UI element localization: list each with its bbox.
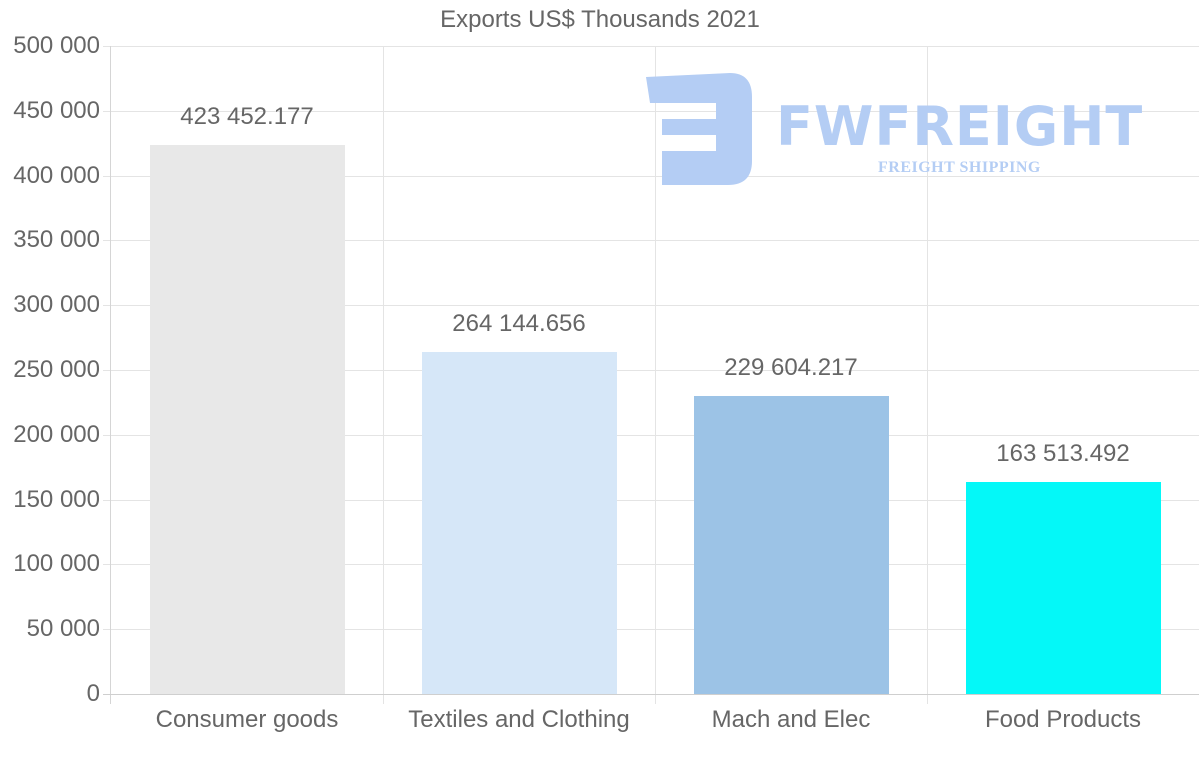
fwfreight-logo-icon: [646, 73, 752, 185]
h-grid-line: [103, 176, 1199, 177]
y-tick-label: 350 000: [13, 226, 100, 253]
v-grid-line: [927, 46, 928, 704]
h-grid-line: [103, 370, 1199, 371]
bar-mach-and-elec[interactable]: [694, 396, 889, 694]
h-grid-line: [103, 305, 1199, 306]
y-tick-label: 250 000: [13, 356, 100, 383]
x-tick-label: Food Products: [984, 706, 1142, 733]
bar-value-label: 423 452.177: [180, 103, 314, 130]
y-tick-label: 0: [86, 680, 100, 707]
x-tick-label: Textiles and Clothing: [408, 706, 630, 733]
v-grid-line: [383, 46, 384, 704]
chart-title: Exports US$ Thousands 2021: [440, 6, 760, 33]
y-tick-label: 150 000: [13, 486, 100, 513]
h-grid-line: [103, 500, 1199, 501]
bar-value-label: 163 513.492: [996, 440, 1130, 467]
h-grid-line: [103, 629, 1199, 630]
y-tick-label: 50 000: [26, 615, 100, 642]
y-axis-line: [110, 46, 111, 704]
x-tick-label: Mach and Elec: [711, 706, 871, 733]
bar-value-label: 264 144.656: [452, 310, 586, 337]
watermark-brand: FWFREIGHT: [776, 95, 1144, 158]
x-tick-label: Consumer goods: [155, 706, 339, 733]
bar-value-label: 229 604.217: [724, 354, 858, 381]
y-tick-label: 500 000: [13, 32, 100, 59]
h-grid-line: [103, 111, 1199, 112]
h-grid-line: [103, 240, 1199, 241]
y-tick-label: 400 000: [13, 162, 100, 189]
watermark-tagline: FREIGHT SHIPPING: [878, 159, 1041, 176]
h-grid-line: [103, 46, 1199, 47]
y-tick-label: 450 000: [13, 97, 100, 124]
bar-consumer-goods[interactable]: [150, 145, 345, 694]
v-grid-line: [655, 46, 656, 704]
y-tick-label: 200 000: [13, 421, 100, 448]
h-grid-line: [103, 564, 1199, 565]
x-axis-line: [103, 694, 1199, 695]
y-tick-label: 300 000: [13, 291, 100, 318]
fwfreight-watermark-logo: FWFREIGHT FREIGHT SHIPPING: [646, 73, 1166, 188]
h-grid-line: [103, 435, 1199, 436]
bar-food-products[interactable]: [966, 482, 1161, 694]
y-tick-label: 100 000: [13, 550, 100, 577]
bar-textiles-and-clothing[interactable]: [422, 352, 617, 694]
